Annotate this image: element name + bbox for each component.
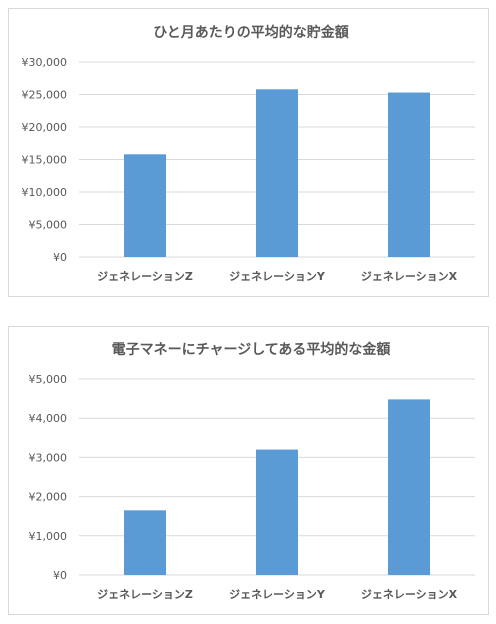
y-tick-label: ¥15,000	[22, 154, 68, 167]
bar-2	[256, 89, 298, 257]
category-label: ジェネレーションX	[361, 588, 458, 601]
bar-1	[124, 154, 166, 257]
y-tick-label: ¥25,000	[22, 89, 68, 102]
y-tick-label: ¥2,000	[29, 491, 68, 504]
emoney-chart: 電子マネーにチャージしてある平均的な金額 ¥0 ¥1,000 ¥2,000 ¥3,000…	[29, 341, 475, 601]
savings-chart: ひと月あたりの平均的な貯金額 ¥0 ¥5,000 ¥10,000 ¥15,000 ¥20,…	[22, 24, 475, 283]
y-tick-label: ¥10,000	[22, 186, 68, 199]
bar-3	[388, 92, 430, 257]
chart-title: ひと月あたりの平均的な貯金額	[153, 24, 349, 41]
bar-1	[124, 510, 166, 575]
y-tick-label: ¥4,000	[29, 412, 68, 425]
category-label: ジェネレーションY	[229, 588, 326, 601]
y-tick-label: ¥0	[53, 251, 67, 264]
emoney-chart-panel: 電子マネーにチャージしてある平均的な金額 ¥0 ¥1,000 ¥2,000 ¥3,000…	[8, 326, 489, 615]
y-tick-label: ¥1,000	[29, 530, 68, 543]
category-label: ジェネレーションZ	[97, 588, 193, 601]
chart-title: 電子マネーにチャージしてある平均的な金額	[112, 341, 391, 358]
bar-3	[388, 399, 430, 575]
category-label: ジェネレーションX	[361, 270, 458, 283]
y-tick-label: ¥5,000	[29, 219, 68, 232]
y-tick-label: ¥30,000	[22, 56, 68, 69]
y-tick-label: ¥5,000	[29, 373, 68, 386]
y-tick-label: ¥20,000	[22, 121, 68, 134]
y-tick-label: ¥3,000	[29, 451, 68, 464]
savings-chart-panel: ひと月あたりの平均的な貯金額 ¥0 ¥5,000 ¥10,000 ¥15,000 ¥20,…	[8, 8, 489, 297]
y-tick-label: ¥0	[53, 569, 67, 582]
bar-2	[256, 449, 298, 575]
category-label: ジェネレーションY	[229, 270, 326, 283]
category-label: ジェネレーションZ	[97, 270, 193, 283]
